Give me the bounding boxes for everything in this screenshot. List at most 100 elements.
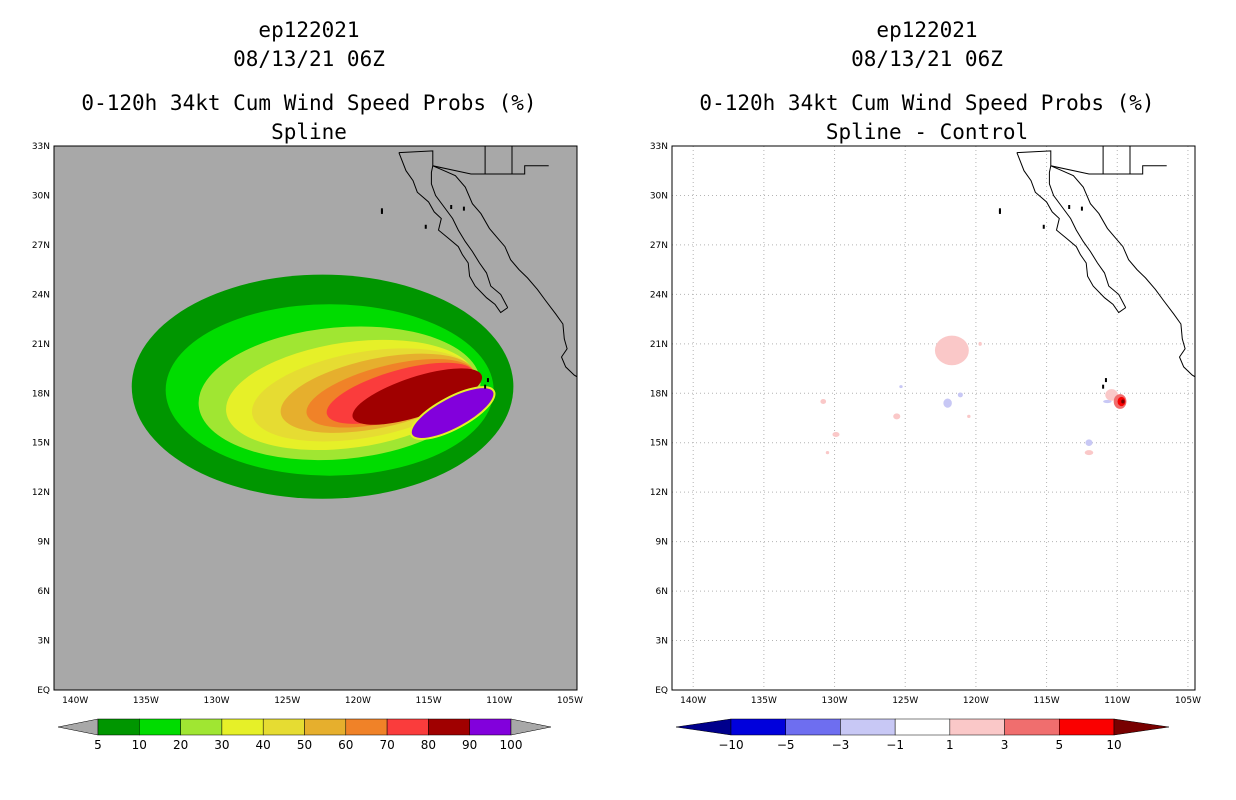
colorbar-left-arrow [675, 718, 732, 736]
anomaly-patch [957, 392, 963, 398]
anomaly-patch [978, 341, 982, 346]
colorbar-swatch [97, 718, 140, 736]
coastline-border [1016, 150, 1167, 175]
y-tick-label: 24N [32, 290, 50, 300]
contour-90-outline [409, 386, 496, 440]
colorbar-label: −3 [832, 738, 850, 752]
left-title-storm-id: ep122021 [258, 18, 359, 42]
y-tick-label: 6N [656, 587, 668, 597]
y-tick-label: EQ [655, 686, 668, 696]
colorbar-label: −5 [777, 738, 795, 752]
island [1068, 204, 1071, 209]
colorbar-swatch [262, 718, 305, 736]
coastline-baja-east [430, 165, 509, 308]
left-plot-area [53, 145, 578, 691]
colorbar-label: 50 [297, 738, 312, 752]
anomaly-patch [899, 385, 903, 389]
island [1104, 378, 1107, 383]
colorbar-label: 1 [946, 738, 954, 752]
y-tick-label: 27N [32, 241, 50, 251]
right-panel: ep122021 08/13/21 06Z 0-120h 34kt Cum Wi… [650, 18, 1201, 752]
colorbar-label: 10 [132, 738, 147, 752]
y-tick-label: 21N [650, 340, 668, 350]
x-tick-label: 110W [486, 696, 512, 706]
left-title-product: 0-120h 34kt Cum Wind Speed Probs (%) [81, 91, 536, 115]
colorbar-swatch [428, 718, 470, 736]
colorbar-label: 30 [214, 738, 229, 752]
x-tick-label: 105W [557, 696, 583, 706]
colorbar-right-arrow [1113, 718, 1170, 736]
colorbar-right-arrow [510, 718, 552, 736]
anomaly-patch [832, 432, 840, 437]
y-tick-label: 33N [32, 142, 50, 152]
y-tick-label: 12N [650, 488, 668, 498]
x-tick-label: 125W [892, 696, 918, 706]
y-tick-label: 18N [32, 389, 50, 399]
colorbar-label: −10 [718, 738, 743, 752]
colorbar-swatch [386, 718, 429, 736]
colorbar-swatch [469, 718, 512, 736]
colorbar-swatch [840, 718, 896, 736]
left-y-tick-labels: EQ 3N 6N 9N 12N 15N 18N 21N 24N 27N 30N 33N [32, 142, 50, 696]
right-colorbar: −10 −5 −3 −1 1 3 5 10 [675, 718, 1170, 752]
x-tick-label: 115W [416, 696, 442, 706]
right-plot-area [671, 145, 1196, 691]
right-title-subtitle: Spline - Control [826, 120, 1028, 144]
plot-background [672, 146, 1195, 690]
right-y-tick-labels: EQ 3N 6N 9N 12N 15N 18N 21N 24N 27N 30N 33N [650, 142, 668, 696]
anomaly-patch [1084, 450, 1094, 456]
colorbar-swatch [345, 718, 388, 736]
x-tick-label: 140W [62, 696, 88, 706]
left-colorbar: 5 10 20 30 40 50 60 70 80 90 100 [57, 718, 552, 752]
y-tick-label: 15N [650, 439, 668, 449]
x-tick-label: 135W [133, 696, 159, 706]
x-tick-label: 110W [1104, 696, 1130, 706]
anomaly-patch [820, 399, 827, 404]
colorbar-label: 70 [379, 738, 394, 752]
colorbar-swatch [180, 718, 223, 736]
y-tick-label: 27N [650, 241, 668, 251]
y-tick-label: 21N [32, 340, 50, 350]
y-tick-label: 3N [656, 637, 668, 647]
island [380, 209, 383, 214]
colorbar-label: −1 [886, 738, 904, 752]
island [1042, 224, 1045, 229]
coastline-baja-west [1016, 152, 1126, 314]
anomaly-patch [825, 450, 830, 455]
island [424, 224, 427, 229]
anomaly-patch [934, 335, 969, 366]
right-title-datetime: 08/13/21 06Z [851, 47, 1003, 71]
colorbar-label: 90 [462, 738, 477, 752]
colorbar-swatch [139, 718, 181, 736]
island [486, 378, 489, 383]
y-tick-label: 18N [650, 389, 668, 399]
colorbar-swatch [1004, 718, 1060, 736]
x-tick-label: 120W [963, 696, 989, 706]
colorbar-swatch [1059, 718, 1115, 736]
x-tick-label: 120W [345, 696, 371, 706]
left-title-datetime: 08/13/21 06Z [233, 47, 385, 71]
x-tick-label: 130W [822, 696, 848, 706]
anomaly-patch [967, 414, 971, 418]
y-tick-label: 30N [650, 191, 668, 201]
coastline-mainland [1050, 165, 1195, 378]
island [1080, 206, 1083, 211]
colorbar-swatch [221, 718, 264, 736]
x-tick-label: 115W [1034, 696, 1060, 706]
left-panel: ep122021 08/13/21 06Z 0-120h 34kt Cum Wi… [32, 18, 583, 752]
colorbar-left-arrow [57, 718, 99, 736]
anomaly-patch [1121, 399, 1125, 404]
colorbar-label: 5 [1055, 738, 1063, 752]
coastline-baja-east [1048, 165, 1127, 308]
plot-frame [53, 145, 578, 691]
anomaly-patch [1103, 399, 1112, 404]
island [998, 209, 1001, 214]
x-tick-label: 130W [204, 696, 230, 706]
coastline-border [398, 150, 549, 175]
colorbar-label: 20 [173, 738, 188, 752]
anomaly-patch [1085, 439, 1093, 447]
x-tick-label: 125W [274, 696, 300, 706]
right-x-tick-labels: 140W 135W 130W 125W 120W 115W 110W 105W [680, 696, 1201, 706]
colorbar-label: 40 [256, 738, 271, 752]
